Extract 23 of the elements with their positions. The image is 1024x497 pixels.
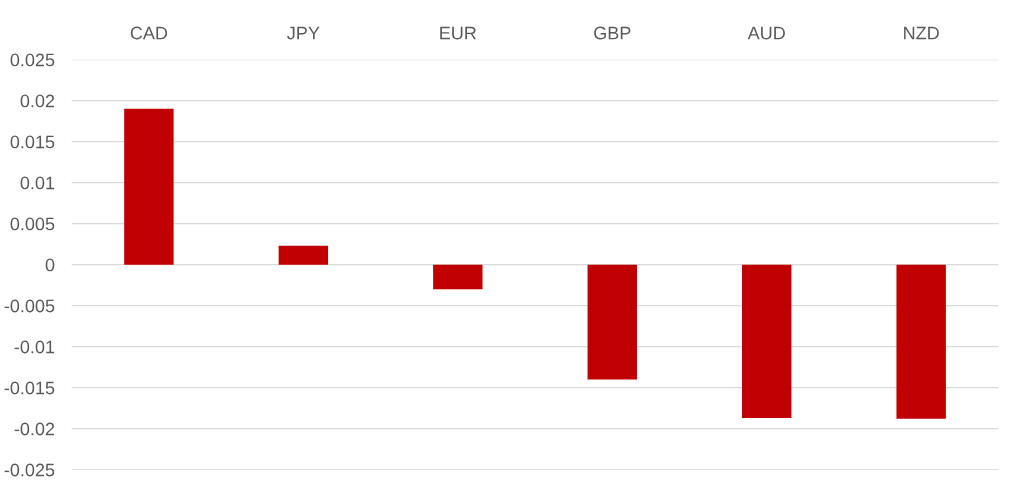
y-tick-label: -0.015 — [4, 381, 55, 395]
y-tick-label: 0.005 — [10, 217, 55, 231]
x-tick-label: GBP — [594, 26, 631, 40]
y-tick-label: -0.02 — [14, 422, 55, 436]
bar — [433, 264, 483, 290]
y-tick-label: -0.025 — [4, 463, 55, 477]
bar — [587, 264, 637, 380]
x-tick-label: AUD — [747, 26, 785, 40]
x-tick-label: EUR — [440, 26, 477, 40]
y-tick-label: 0.01 — [20, 176, 55, 190]
bar — [124, 108, 174, 265]
bar — [278, 245, 329, 265]
y-tick-label: 0.015 — [10, 135, 55, 149]
bar — [742, 264, 792, 418]
y-tick-label: -0.01 — [14, 340, 55, 354]
y-tick-label: -0.005 — [4, 299, 55, 313]
x-tick-label: JPY — [287, 26, 320, 40]
x-tick-label: CAD — [130, 26, 168, 40]
bar — [896, 264, 946, 419]
y-tick-label: 0 — [45, 258, 55, 272]
y-tick-label: 0.02 — [20, 94, 55, 108]
y-tick-label: 0.025 — [10, 53, 55, 67]
x-tick-label: NZD — [904, 26, 939, 40]
